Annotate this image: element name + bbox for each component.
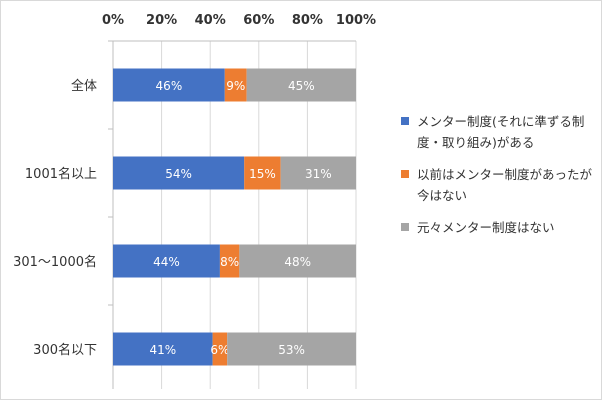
bar-segment [113,156,245,190]
bar-segment [224,68,247,102]
legend: メンター制度(それに準ずる制度・取り組み)がある 以前はメンター制度があったが今… [401,111,596,249]
bar-segment [239,244,356,278]
bar-segment [113,332,213,366]
x-tick-label: 100% [336,13,376,28]
data-label: 53% [278,343,305,357]
legend-swatch-orange [401,170,409,178]
data-label: 6% [210,343,229,357]
bar-segment [244,156,281,190]
category-label: 300名以下 [33,342,97,358]
bar-segment [113,244,220,278]
legend-swatch-blue [401,117,409,125]
category-label: 1001名以上 [25,166,97,182]
legend-item-previously-existed: 以前はメンター制度があったが今はない [401,164,596,206]
legend-item-never-existed: 元々メンター制度はない [401,217,596,238]
data-label: 48% [284,255,311,269]
x-tick-label: 40% [195,13,226,28]
category-label: 全体 [71,78,97,94]
data-label: 54% [165,167,192,181]
legend-swatch-gray [401,223,409,231]
data-label: 41% [149,343,176,357]
category-label: 301～1000名 [13,254,97,270]
legend-label: 元々メンター制度はない [417,220,555,235]
bar-segment [113,68,225,102]
bar-segment [246,68,356,102]
legend-label: 以前はメンター制度があったが今はない [417,167,593,203]
x-tick-label: 80% [292,13,323,28]
bar-segment [212,332,228,366]
data-label: 31% [305,167,332,181]
data-label: 45% [288,79,315,93]
x-tick-label: 0% [102,13,124,28]
x-tick-label: 60% [243,13,274,28]
bar-segment [219,244,240,278]
x-tick-label: 20% [146,13,177,28]
data-label: 9% [226,79,245,93]
data-label: 15% [249,167,276,181]
data-label: 46% [156,79,183,93]
legend-item-mentor-exists: メンター制度(それに準ずる制度・取り組み)がある [401,111,596,153]
data-label: 44% [153,255,180,269]
legend-label: メンター制度(それに準ずる制度・取り組み)がある [417,114,585,150]
bar-segment [280,156,356,190]
data-label: 8% [220,255,239,269]
bar-segment [227,332,356,366]
